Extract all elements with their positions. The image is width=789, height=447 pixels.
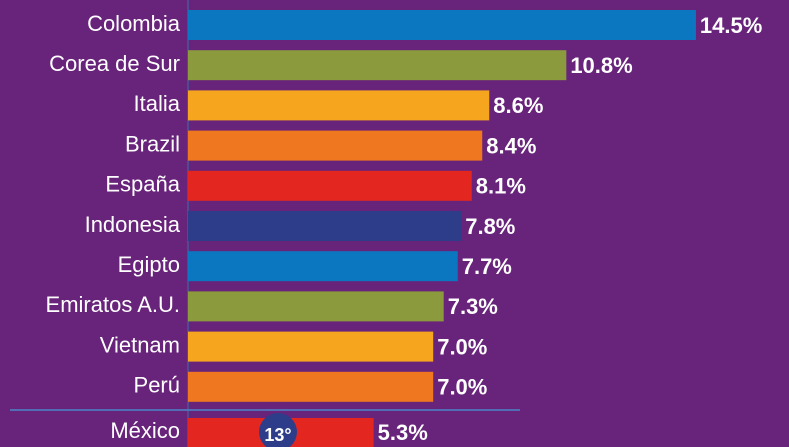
annotation: 13°: [264, 425, 291, 445]
value-label: 8.4%: [486, 133, 536, 158]
category-label: Egipto: [118, 252, 180, 277]
value-label: 8.6%: [493, 93, 543, 118]
value-label: 10.8%: [570, 53, 632, 78]
category-label: Brazil: [125, 131, 180, 156]
bar: [188, 291, 444, 322]
category-label: Vietnam: [100, 332, 180, 357]
value-label: 7.0%: [437, 334, 487, 359]
bar: [188, 10, 696, 40]
bar: [188, 251, 458, 282]
value-label: 8.1%: [476, 174, 526, 199]
bar: [188, 211, 462, 241]
value-label: 7.7%: [462, 254, 512, 279]
bar: [188, 170, 472, 201]
rank-badge: [259, 413, 297, 447]
bar: [188, 130, 483, 161]
category-label: Italia: [134, 91, 181, 116]
value-label: 7.3%: [448, 294, 498, 319]
category-label: Corea de Sur: [49, 51, 180, 76]
value-label: 7.8%: [465, 214, 515, 239]
bar: [188, 371, 434, 402]
category-label: Colombia: [87, 11, 181, 36]
category-label: Perú: [134, 373, 180, 398]
bar: [188, 331, 434, 362]
value-label: 7.0%: [437, 375, 487, 400]
category-label: México: [110, 418, 180, 443]
bar: [188, 50, 567, 81]
category-label: España: [105, 172, 180, 197]
value-label: 14.5%: [700, 13, 762, 38]
bar: [188, 90, 490, 121]
value-label: 5.3%: [378, 420, 428, 445]
category-label: Indonesia: [85, 212, 181, 237]
category-label: Emiratos A.U.: [46, 292, 180, 317]
